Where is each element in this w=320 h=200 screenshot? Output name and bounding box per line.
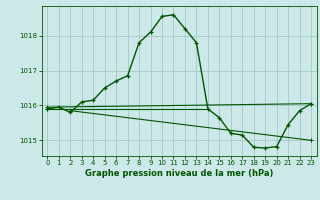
X-axis label: Graphe pression niveau de la mer (hPa): Graphe pression niveau de la mer (hPa) <box>85 169 273 178</box>
